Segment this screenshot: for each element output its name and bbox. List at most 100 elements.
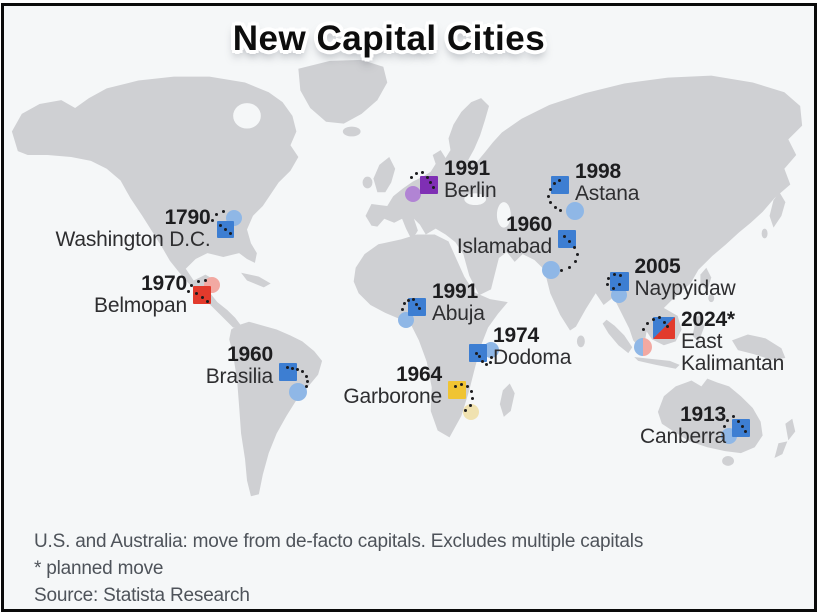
trail-dot [463,408,467,412]
trail-dot [194,291,198,295]
trail-dot [575,252,579,256]
island-java [634,357,680,369]
old-capital-circle [463,404,479,420]
marker-label: 1991 Berlin [444,158,497,202]
island-japan [769,192,786,228]
new-capital-square [469,344,487,362]
trail-dot [414,302,418,306]
trail-dot [731,414,735,418]
footer-note-2: * planned move [34,558,164,579]
island-ireland [362,176,373,189]
trail-dot [459,382,463,386]
footer-notes: U.S. and Australia: move from de-facto c… [34,528,643,609]
marker-year: 1970 [141,272,187,295]
new-capital-square [609,271,629,291]
island-sulawesi [692,314,705,343]
new-capital-square [448,381,466,399]
marker-year: 1790 [164,206,211,229]
old-capital-circle [405,186,421,202]
trail-dot [553,205,557,209]
trail-dot [414,171,418,175]
marker-label: 1974 Dodoma [493,325,571,369]
marker-year: 2024* [681,308,735,331]
trail-dot [402,301,406,305]
trail-dot [548,187,552,191]
landmass-eurasia [365,75,803,351]
old-capital-circle [634,338,652,356]
marker-label: 2005 Naypyidaw [635,256,736,300]
trail-dot [290,366,294,370]
island-new-zealand-north [785,418,796,441]
trail-dot [295,367,299,371]
trail-dot [743,429,747,433]
trail-dot [420,170,424,174]
marker-year: 1960 [227,343,273,366]
marker-year: 1974 [493,324,539,347]
trail-dot [411,297,415,301]
marker-city-name: East Kalimantan [681,330,785,375]
old-capital-circle [611,287,627,303]
trail-dot [304,384,308,388]
trail-dot [557,178,561,182]
marker-label: 1991 Abuja [432,281,485,325]
trail-dot [567,265,571,269]
trail-dot [645,321,649,325]
marker-city-name: Garborone [343,385,442,408]
island-new-zealand-south [774,441,788,459]
trail-dot [552,181,556,185]
trail-dot [665,324,669,328]
trail-dot [469,389,473,393]
marker-city-name: Abuja [432,302,485,325]
marker-label: 1964 Garborone [343,364,442,408]
trail-dot [214,212,218,216]
marker-city-name: Brasilia [205,365,273,388]
footer-source: Source: Statista Research [34,585,250,606]
trail-dot [468,403,472,407]
marker-label: 1960 Brasilia [206,344,273,388]
island-japan-south [761,228,768,239]
island-madagascar [499,383,515,417]
marker-year: 2005 [634,255,681,278]
trail-dot [431,185,435,189]
trail-dot [612,272,616,276]
trail-dot [189,283,193,287]
trail-dot [210,218,214,222]
trail-dot [484,362,488,366]
trail-dot [406,298,410,302]
trail-dot [425,175,429,179]
trail-dot [470,396,474,400]
trail-dot [606,276,610,280]
black-sea [464,193,487,206]
trail-dot [736,419,740,423]
trail-dot [725,418,729,422]
new-capital-square [653,317,675,339]
trail-dot [285,365,289,369]
trail-dot [417,306,421,310]
trail-dot [223,227,227,231]
old-capital-circle [398,312,414,328]
map-frame: 1790 Washington D.C. 1970 Belmopan 1960 Brasi… [1,3,817,612]
island-sumatra [602,319,633,354]
marker-city-name: Dodoma [493,346,572,369]
marker-label: 1960 Islamabad [457,214,552,258]
trail-dot [722,424,726,428]
trail-dot [558,208,562,212]
marker-label: 1998 Astana [575,161,639,205]
island-cuba [241,272,271,288]
trail-dot [548,200,552,204]
island-tasmania [722,456,734,466]
trail-dot [221,209,225,213]
new-capital-square [732,419,750,437]
old-capital-circle [542,261,560,279]
trail-dot [572,245,576,249]
landmass-africa [353,234,508,438]
trail-dot [480,359,484,363]
island-new-guinea [732,334,786,360]
marker-city-name: Astana [575,182,640,205]
trail-dot [740,424,744,428]
new-capital-square [408,298,426,316]
old-capital-circle [566,202,584,220]
caspian-sea [496,202,511,228]
marker-city-name: Islamabad [456,235,552,258]
island-mindanao [708,294,715,303]
